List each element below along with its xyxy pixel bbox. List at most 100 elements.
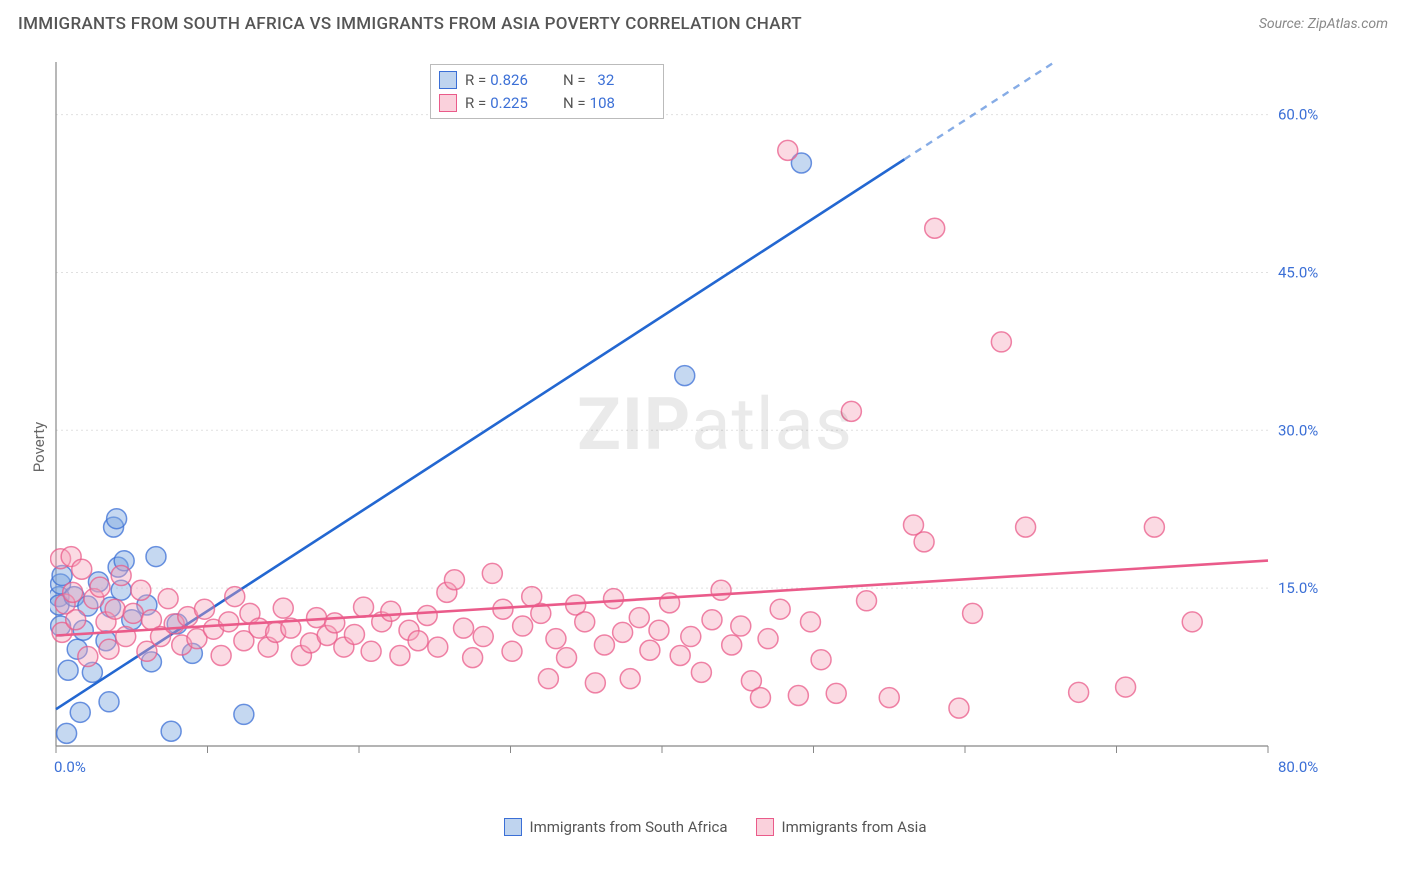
scatter-point [99, 639, 119, 659]
scatter-point [225, 587, 245, 607]
svg-text:80.0%: 80.0% [1278, 758, 1318, 776]
scatter-point [778, 140, 798, 160]
plot-area: Poverty 15.0%30.0%45.0%60.0%0.0%80.0% R … [50, 62, 1380, 832]
scatter-point [361, 641, 381, 661]
scatter-point [219, 612, 239, 632]
scatter-point [538, 669, 558, 689]
scatter-point [841, 401, 861, 421]
scatter-point [107, 509, 127, 529]
scatter-point [604, 589, 624, 609]
svg-text:30.0%: 30.0% [1278, 421, 1318, 439]
scatter-point [428, 637, 448, 657]
svg-text:60.0%: 60.0% [1278, 106, 1318, 124]
scatter-point [66, 610, 86, 630]
scatter-point [788, 685, 808, 705]
scatter-point [575, 612, 595, 632]
scatter-point [454, 618, 474, 638]
scatter-chart-svg: 15.0% 30.0% 45.0% 60.0% 0.0% 80.0% [50, 62, 1380, 812]
scatter-point [90, 577, 110, 597]
correlation-legend: R = 0.826 N = 32 R = 0.225 N = 108 [430, 64, 664, 119]
scatter-point [702, 610, 722, 630]
scatter-point [273, 598, 293, 618]
scatter-point [991, 332, 1011, 352]
scatter-point [649, 620, 669, 640]
scatter-point [211, 646, 231, 666]
scatter-point [758, 629, 778, 649]
scatter-point [731, 616, 751, 636]
scatter-point [675, 366, 695, 386]
scatter-point [482, 563, 502, 583]
scatter-point [949, 698, 969, 718]
scatter-point [800, 612, 820, 632]
scatter-point [770, 599, 790, 619]
chart-title: IMMIGRANTS FROM SOUTH AFRICA VS IMMIGRAN… [18, 14, 802, 34]
scatter-point [681, 627, 701, 647]
legend-row-asia: R = 0.225 N = 108 [439, 92, 653, 115]
scatter-point [879, 688, 899, 708]
scatter-point [307, 608, 327, 628]
scatter-point [613, 622, 633, 642]
scatter-point [234, 704, 254, 724]
scatter-point [925, 218, 945, 238]
svg-text:15.0%: 15.0% [1278, 579, 1318, 597]
scatter-point [473, 627, 493, 647]
scatter-point [513, 616, 533, 636]
scatter-point [70, 702, 90, 722]
swatch-pink-icon [756, 818, 774, 836]
scatter-point [594, 635, 614, 655]
scatter-point [344, 624, 364, 644]
legend-item-south-africa: Immigrants from South Africa [504, 818, 728, 836]
scatter-point [381, 601, 401, 621]
scatter-point [99, 692, 119, 712]
scatter-point [158, 589, 178, 609]
scatter-point [63, 582, 83, 602]
scatter-point [670, 646, 690, 666]
scatter-point [1144, 517, 1164, 537]
scatter-point [722, 635, 742, 655]
scatter-point [629, 608, 649, 628]
scatter-point [1182, 612, 1202, 632]
scatter-point [711, 580, 731, 600]
scatter-point [640, 640, 660, 660]
swatch-pink-icon [439, 94, 457, 112]
scatter-point [417, 606, 437, 626]
scatter-point [105, 599, 125, 619]
scatter-point [111, 566, 131, 586]
scatter-point [963, 603, 983, 623]
scatter-point [620, 669, 640, 689]
scatter-point [857, 591, 877, 611]
scatter-point [1116, 677, 1136, 697]
scatter-point [57, 723, 77, 743]
scatter-point [146, 547, 166, 567]
scatter-point [58, 660, 78, 680]
trend-line-south-africa-extrapolated [904, 62, 1056, 159]
scatter-point [72, 559, 92, 579]
scatter-point [1069, 682, 1089, 702]
scatter-point [325, 613, 345, 633]
svg-text:45.0%: 45.0% [1278, 263, 1318, 281]
scatter-point [78, 647, 98, 667]
scatter-point [131, 580, 151, 600]
scatter-point [1016, 517, 1036, 537]
scatter-point [691, 662, 711, 682]
legend-row-south-africa: R = 0.826 N = 32 [439, 69, 653, 92]
scatter-point [502, 641, 522, 661]
source-attribution: Source: ZipAtlas.com [1259, 16, 1388, 32]
scatter-point [914, 532, 934, 552]
scatter-point [390, 646, 410, 666]
scatter-point [585, 673, 605, 693]
scatter-point [826, 683, 846, 703]
scatter-point [408, 631, 428, 651]
scatter-point [354, 597, 374, 617]
scatter-point [444, 570, 464, 590]
scatter-point [557, 648, 577, 668]
scatter-point [123, 603, 143, 623]
scatter-point [161, 721, 181, 741]
legend-item-asia: Immigrants from Asia [756, 818, 927, 836]
y-axis-label: Poverty [30, 422, 48, 472]
scatter-point [463, 648, 483, 668]
scatter-point [194, 599, 214, 619]
swatch-blue-icon [439, 71, 457, 89]
scatter-point [546, 629, 566, 649]
svg-text:0.0%: 0.0% [54, 758, 86, 776]
